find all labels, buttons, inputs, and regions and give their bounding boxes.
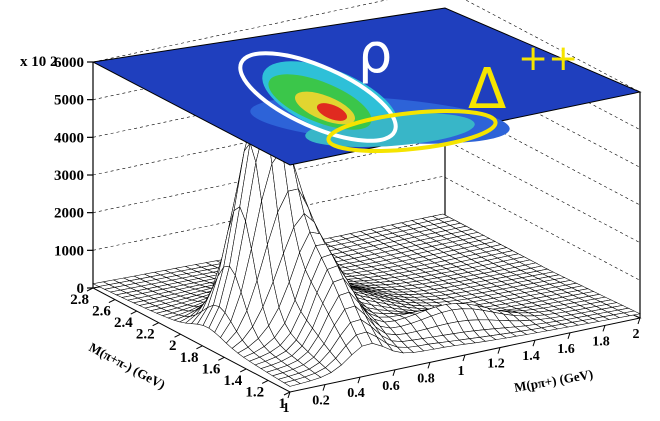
y-tick-mark: [218, 356, 225, 361]
z-tick-label: 2000: [54, 206, 84, 222]
y-tick-label: 1.8: [180, 350, 199, 366]
y-tick-mark: [152, 322, 159, 327]
x-tick-label: 0.4: [347, 386, 365, 401]
y-tick-mark: [86, 287, 94, 292]
z-axis: x 10 2 0 1000 2000 3000 4000 5000 6000: [20, 54, 93, 297]
x-axis: 1 0.2 0.4 0.6 0.8 1 1.2 1.4 1.6 1.8 2: [283, 317, 641, 416]
y-tick-label: 2.8: [70, 292, 89, 308]
x-tick-mark: [497, 347, 501, 354]
y-tick-mark: [108, 299, 116, 304]
x-tick-label: 2: [633, 327, 640, 342]
gridline: [92, 176, 641, 281]
x-tick-mark: [287, 391, 291, 399]
x-tick-label: 1.4: [522, 349, 540, 364]
x-tick-mark: [427, 362, 431, 369]
x-axis-label: M(pπ+) (GeV): [513, 366, 594, 395]
x-tick-mark: [357, 377, 361, 384]
mesh-cell: [623, 310, 641, 316]
y-tick-mark: [130, 310, 138, 315]
y-tick-label: 1.6: [202, 361, 221, 377]
z-tick-label: 5000: [54, 93, 84, 109]
x-tick-label: 0.6: [382, 379, 400, 394]
y-tick-mark: [239, 368, 247, 373]
x-tick-mark: [322, 384, 326, 391]
z-tick-label: 6000: [54, 55, 84, 71]
y-tick-label: 1.4: [223, 373, 242, 389]
z-tick-label: 3000: [54, 168, 84, 184]
y-tick-label: 2.4: [114, 315, 133, 331]
x-tick-label: 1: [283, 401, 290, 416]
top-plane: [91, 7, 642, 166]
y-tick-mark: [174, 333, 181, 338]
delta-annotation: Δ: [468, 57, 506, 122]
y-axis-label: M(π+π-) (GeV): [87, 339, 168, 392]
x-tick-label: 0.2: [312, 394, 330, 409]
x-tick-mark: [532, 340, 536, 347]
y-tick-label: 1.2: [245, 384, 264, 400]
z-multiplier-label: x 10 2: [20, 54, 58, 70]
y-tick-label: 2.6: [92, 304, 111, 320]
y-tick-label: 1: [279, 396, 287, 412]
rho-annotation: ρ: [358, 22, 392, 85]
gridline: [92, 63, 641, 168]
z-tick-label: 0: [77, 281, 85, 297]
z-tick-label: 1000: [54, 243, 84, 259]
y-axis: 2.82.62.42.2 21.81.61.41.2 1: [70, 287, 291, 412]
contour-red: [316, 103, 348, 121]
x-tick-mark: [602, 325, 606, 332]
x-tick-mark: [637, 317, 641, 325]
x-tick-label: 1.8: [592, 334, 610, 349]
gridline: [92, 100, 641, 206]
x-tick-mark: [567, 332, 571, 339]
z-tick-label: 4000: [54, 130, 84, 146]
y-tick-mark: [261, 379, 269, 384]
y-tick-mark: [283, 391, 291, 396]
delta-charge-annotation: ++: [518, 38, 578, 79]
gridline: [92, 0, 641, 93]
x-tick-mark: [392, 369, 396, 376]
x-tick-label: 1.6: [557, 342, 575, 357]
x-tick-label: 1: [458, 364, 465, 379]
x-tick-label: 0.8: [417, 371, 435, 386]
rho-ellipse: [238, 51, 398, 143]
x-tick-mark: [462, 354, 466, 362]
gridline: [92, 138, 641, 243]
delta-ellipse: [326, 109, 498, 153]
y-tick-mark: [196, 345, 203, 350]
x-tick-label: 1.2: [487, 357, 505, 372]
y-tick-label: 2: [169, 338, 177, 354]
y-tick-label: 2.2: [136, 327, 155, 343]
